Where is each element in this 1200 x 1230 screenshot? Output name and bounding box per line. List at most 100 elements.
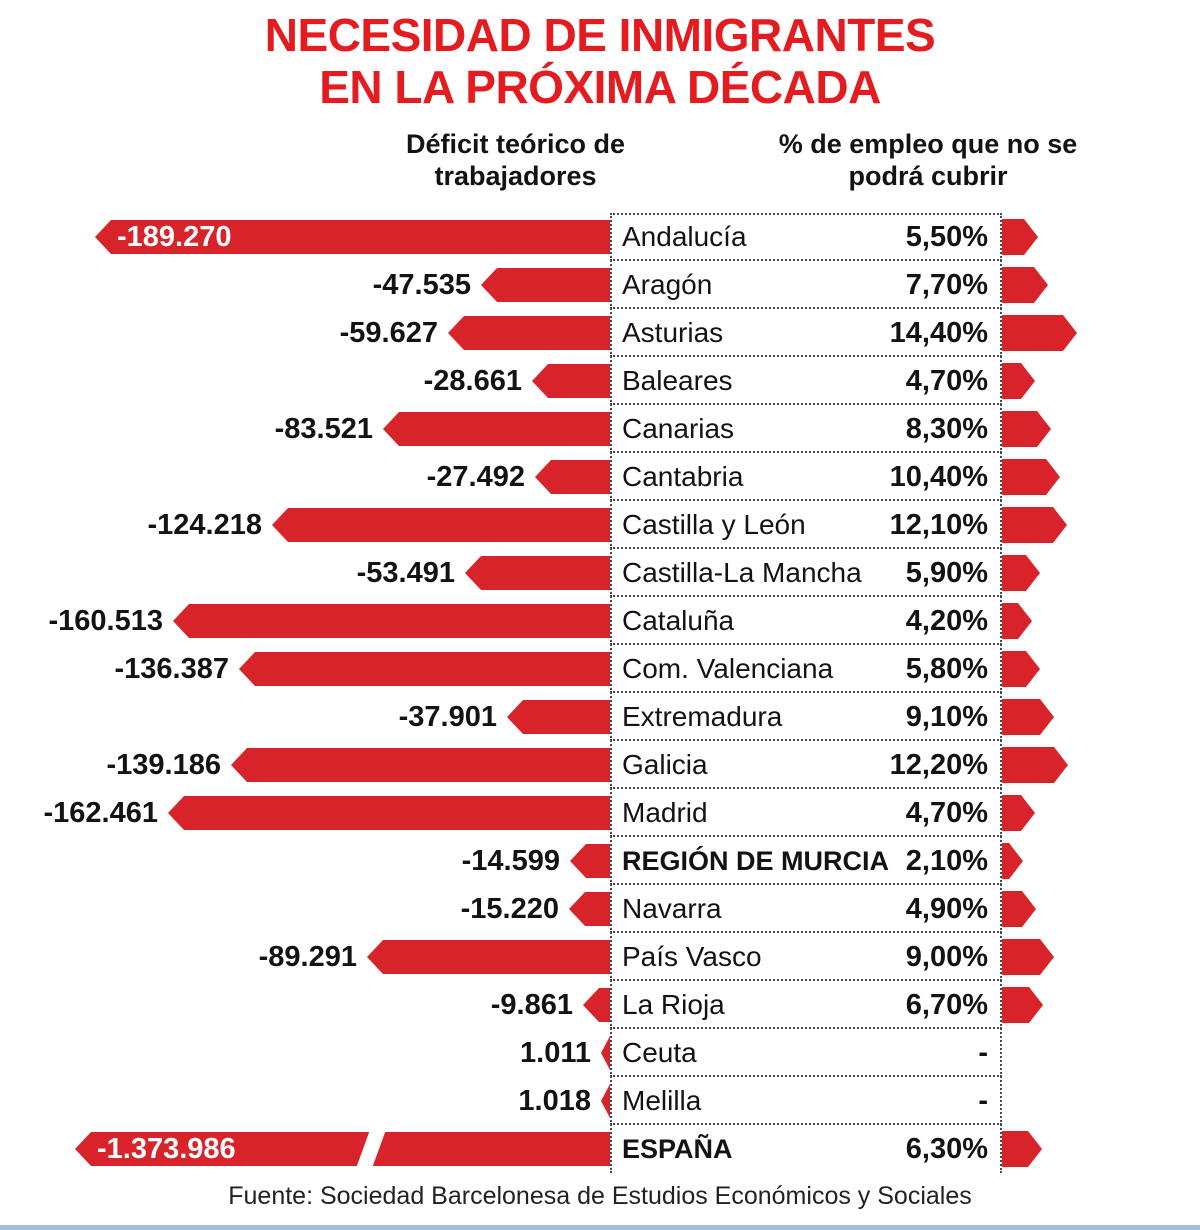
percentage-arrow <box>1002 363 1035 399</box>
region-label: Extremadura <box>622 701 783 733</box>
row-separator <box>610 595 1002 598</box>
deficit-value-label: -139.186 <box>106 749 222 782</box>
deficit-value-label: -28.661 <box>423 365 522 398</box>
chart-row: -189.270 Andalucía 5,50% <box>0 213 1200 262</box>
chart-row: -89.291 País Vasco 9,00% <box>0 933 1200 982</box>
row-separator <box>610 835 1002 838</box>
chart-row: -136.387 Com. Valenciana 5,80% <box>0 645 1200 694</box>
deficit-value-label: -83.521 <box>274 413 373 446</box>
deficit-bar <box>448 316 610 351</box>
region-label: La Rioja <box>622 989 725 1021</box>
percentage-value-label: - <box>978 1085 988 1118</box>
deficit-bar <box>75 1132 610 1167</box>
percentage-value-label: 4,70% <box>905 365 988 398</box>
deficit-value-label: -124.218 <box>147 509 263 542</box>
axis-dotted-line <box>610 213 612 1174</box>
column-header-deficit: Déficit teórico de trabajadores <box>405 129 626 191</box>
percentage-value-label: 12,20% <box>889 749 988 782</box>
percentage-value-label: 4,70% <box>905 797 988 830</box>
chart-row: 1.011 Ceuta - <box>0 1029 1200 1078</box>
percentage-arrow <box>1002 747 1068 783</box>
percentage-arrow <box>1002 555 1040 591</box>
deficit-bar <box>601 1084 610 1119</box>
percentage-value-label: 7,70% <box>905 269 988 302</box>
chart-row: -14.599 REGIÓN DE MURCIA 2,10% <box>0 837 1200 886</box>
deficit-value-label: -14.599 <box>461 845 560 878</box>
chart-row: -53.491 Castilla-La Mancha 5,90% <box>0 549 1200 598</box>
column-headers: Déficit teórico de trabajadores % de emp… <box>0 129 1200 205</box>
row-separator <box>610 451 1002 454</box>
region-label: Madrid <box>622 797 708 829</box>
row-separator <box>610 1075 1002 1078</box>
chart-row: -9.861 La Rioja 6,70% <box>0 981 1200 1030</box>
deficit-bar <box>367 940 610 975</box>
percentage-arrow <box>1002 843 1023 879</box>
row-separator <box>610 355 1002 358</box>
deficit-value-label: -15.220 <box>460 893 559 926</box>
row-separator <box>610 499 1002 502</box>
row-separator <box>610 1123 1002 1126</box>
percentage-value-label: 6,70% <box>905 989 988 1022</box>
percentage-value-label: 5,50% <box>905 221 988 254</box>
deficit-bar <box>272 508 610 543</box>
deficit-value-label: 1.018 <box>518 1085 591 1118</box>
region-label: Cantabria <box>622 461 744 493</box>
deficit-bar <box>535 460 610 495</box>
region-label: Aragón <box>622 269 713 301</box>
percentage-value-label: 9,10% <box>905 701 988 734</box>
chart-row: -28.661 Baleares 4,70% <box>0 357 1200 406</box>
deficit-bar <box>481 268 610 303</box>
percentage-arrow <box>1002 315 1077 351</box>
percentage-value-label: - <box>978 1037 988 1070</box>
deficit-bar <box>507 700 610 735</box>
deficit-value-label: -27.492 <box>426 461 525 494</box>
percentage-arrow <box>1002 699 1054 735</box>
title-line-1: NECESIDAD DE INMIGRANTES <box>264 9 936 61</box>
deficit-bar <box>583 988 610 1023</box>
region-label: Asturias <box>622 317 724 349</box>
percentage-arrow <box>1002 459 1060 495</box>
row-separator <box>610 787 1002 790</box>
percentage-value-label: 4,20% <box>905 605 988 638</box>
row-separator <box>610 739 1002 742</box>
region-label: Navarra <box>622 893 722 925</box>
region-label: ESPAÑA <box>622 1134 733 1165</box>
region-label: Andalucía <box>622 221 747 253</box>
percentage-arrow <box>1002 987 1043 1023</box>
column-header-percentage: % de empleo que no se podrá cubrir <box>778 129 1078 191</box>
percentage-arrow <box>1002 411 1051 447</box>
percentage-arrow <box>1002 267 1048 303</box>
row-separator <box>610 931 1002 934</box>
chart-row: -59.627 Asturias 14,40% <box>0 309 1200 358</box>
deficit-value-label: -136.387 <box>114 653 230 686</box>
deficit-bar <box>173 604 610 639</box>
deficit-value-label: 1.011 <box>520 1037 591 1070</box>
bottom-rule <box>0 1225 1200 1230</box>
region-label: Galicia <box>622 749 708 781</box>
right-dotted-line <box>1000 213 1002 1174</box>
deficit-value-label: -9.861 <box>490 989 573 1022</box>
chart-row: -15.220 Navarra 4,90% <box>0 885 1200 934</box>
row-separator <box>610 1027 1002 1030</box>
row-separator <box>610 403 1002 406</box>
chart-row: 1.018 Melilla - <box>0 1077 1200 1126</box>
deficit-bar <box>569 892 610 927</box>
row-separator <box>610 259 1002 262</box>
percentage-value-label: 8,30% <box>905 413 988 446</box>
percentage-arrow <box>1002 651 1040 687</box>
title-line-2: EN LA PRÓXIMA DÉCADA <box>319 60 881 113</box>
region-label: Cataluña <box>622 605 735 637</box>
region-label: Canarias <box>622 413 735 445</box>
page-title: NECESIDAD DE INMIGRANTES EN LA PRÓXIMA DÉ… <box>0 0 1200 113</box>
deficit-bar <box>601 1036 610 1071</box>
deficit-value-label: -162.461 <box>43 797 159 830</box>
percentage-value-label: 5,80% <box>905 653 988 686</box>
percentage-value-label: 10,40% <box>889 461 988 494</box>
percentage-arrow <box>1002 891 1036 927</box>
percentage-value-label: 5,90% <box>905 557 988 590</box>
chart-rows: -189.270 Andalucía 5,50% -47.535 Aragón … <box>0 213 1200 1174</box>
deficit-value-label: -47.535 <box>372 269 471 302</box>
percentage-arrow <box>1002 1131 1042 1167</box>
bar-break-mark <box>355 1132 387 1167</box>
